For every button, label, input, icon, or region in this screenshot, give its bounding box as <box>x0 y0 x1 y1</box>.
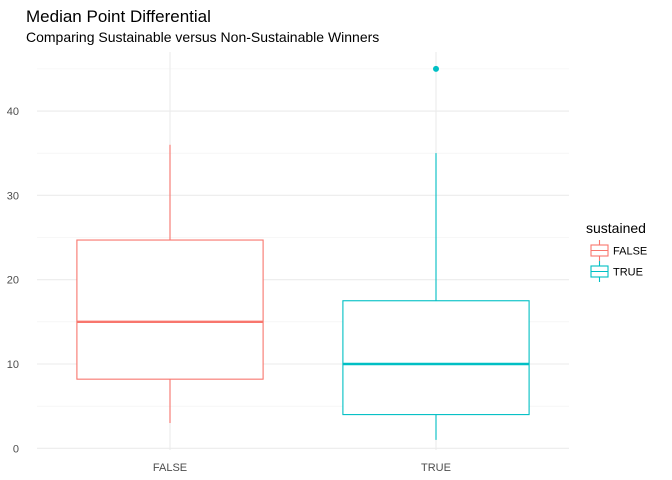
chart-subtitle: Comparing Sustainable versus Non-Sustain… <box>26 29 379 45</box>
y-tick-label: 30 <box>7 190 19 202</box>
y-tick-label: 40 <box>7 106 19 118</box>
box-iqr <box>76 239 264 380</box>
y-tick-label: 10 <box>7 359 19 371</box>
y-tick-label: 20 <box>7 275 19 287</box>
outlier-point <box>433 65 439 72</box>
legend-label: TRUE <box>613 267 643 279</box>
legend: sustained FALSE TRUE <box>586 220 647 282</box>
chart-title: Median Point Differential <box>26 7 211 26</box>
legend-title: sustained <box>586 220 646 236</box>
y-tick-label: 0 <box>13 443 19 455</box>
x-tick-label: TRUE <box>421 462 451 474</box>
boxes <box>76 65 530 440</box>
axis-labels: 0 10 20 30 40 FALSE TRUE <box>7 106 451 474</box>
box-iqr <box>342 300 530 416</box>
legend-label: FALSE <box>613 246 647 258</box>
x-tick-label: FALSE <box>153 462 187 474</box>
